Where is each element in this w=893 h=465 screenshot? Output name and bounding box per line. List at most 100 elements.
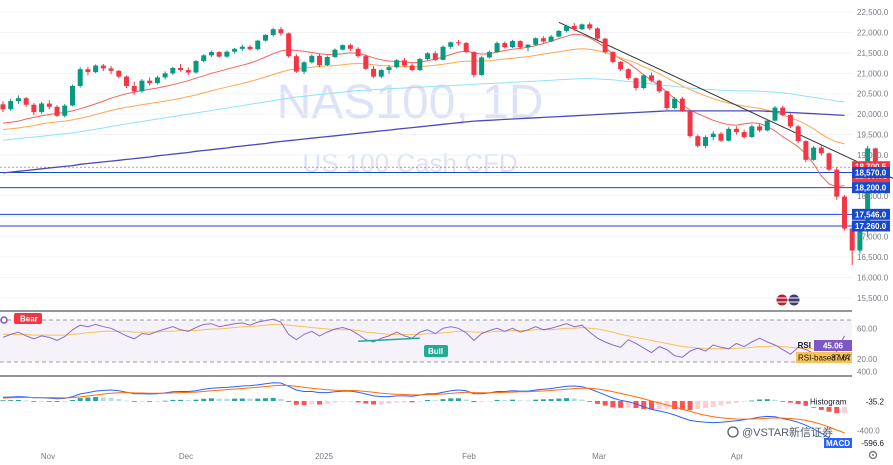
histogram-bar [100, 397, 106, 401]
histogram-bar [394, 401, 400, 403]
price-grid [0, 11, 852, 299]
histogram-bar [564, 398, 570, 401]
candle-body [100, 65, 106, 69]
candle-body [517, 41, 523, 48]
candle-body [278, 29, 284, 34]
histogram-bar [255, 398, 261, 401]
histogram-bar [293, 401, 299, 405]
histogram-bar [378, 401, 384, 405]
candle-body [803, 141, 809, 160]
candle-body [239, 46, 245, 49]
time-tick-label: Mar [592, 452, 606, 461]
histogram-bar [301, 401, 307, 406]
candle-body [594, 28, 600, 39]
candle-body [525, 44, 531, 48]
histogram-bar [502, 400, 508, 401]
histogram-bar [602, 401, 608, 406]
candle-body [85, 69, 91, 73]
level-tag-bg [852, 208, 890, 220]
histogram-bar [270, 397, 276, 401]
candle-body [448, 42, 454, 47]
histogram-bar [533, 399, 539, 401]
candle-body [695, 136, 701, 146]
histogram-value: -35.2 [866, 398, 885, 407]
histogram-bar [618, 401, 624, 408]
histogram-bar [324, 401, 330, 404]
candle-body [371, 68, 377, 77]
candle-body [216, 52, 222, 57]
histogram-bar [401, 401, 407, 403]
histogram-bar [409, 401, 415, 403]
histogram-bar [309, 401, 315, 405]
us-flag-icon[interactable] [776, 294, 800, 306]
histogram-bar [108, 397, 114, 401]
candle-body [116, 70, 122, 77]
candle-body [286, 33, 292, 57]
candle-body [0, 104, 6, 110]
candle-body [154, 77, 160, 84]
macd-tick-label: -400.0 [857, 426, 880, 435]
rsi-settings-icon[interactable] [0, 316, 8, 324]
candle-body [533, 38, 539, 45]
histogram-bar [656, 401, 662, 409]
histogram-bar [780, 401, 786, 402]
price-tick-label: 16,000.0 [857, 273, 889, 282]
candle-body [77, 69, 83, 86]
watermark-description: US 100 Cash CFD [302, 148, 517, 178]
time-axis[interactable]: Nov Dec 2025 Feb Mar Apr [41, 452, 744, 461]
candle-body [417, 59, 423, 71]
rsi-tick-label: 60.00 [857, 324, 878, 333]
time-tick-label: Nov [41, 452, 55, 461]
candle-body [687, 110, 693, 137]
histogram-bar [224, 398, 230, 401]
histogram-bar [332, 401, 338, 403]
candle-body [46, 103, 52, 107]
candles [0, 22, 878, 266]
candle-body [772, 107, 778, 121]
histogram-bar [610, 401, 616, 408]
histogram-bar [741, 401, 747, 402]
macd-value: -596.6 [861, 439, 884, 448]
candle-body [787, 114, 793, 127]
gear-icon[interactable] [868, 450, 878, 460]
brand-watermark: @VSTAR新信证券 [727, 425, 833, 439]
ma-line-3 [2, 110, 845, 174]
histogram-bar [262, 398, 268, 401]
histogram-bar [455, 398, 461, 401]
price-tick-label: 17,000.0 [857, 233, 889, 242]
candle-body [841, 196, 847, 229]
histogram-bar [479, 401, 485, 402]
candle-body [340, 45, 346, 50]
candle-body [757, 126, 763, 131]
price-tick-label: 21,000.0 [857, 69, 889, 78]
rsi-tick-label: 20.00 [857, 355, 878, 364]
histogram-bar [679, 401, 685, 410]
candle-body [62, 105, 68, 116]
histogram-bar [116, 398, 122, 401]
price-tick-label: 21,500.0 [857, 49, 889, 58]
rsi-ma-line [3, 323, 845, 351]
histogram-bar [432, 400, 438, 401]
histogram-bar [193, 399, 199, 401]
histogram-bar [718, 401, 724, 406]
level-tag: 18,570.0 [855, 169, 887, 178]
histogram-bar [340, 401, 346, 402]
candle-body [749, 126, 755, 137]
price-tick-label: 15,500.0 [857, 294, 889, 303]
candle-body [262, 34, 268, 41]
candle-body [332, 49, 338, 57]
histogram-bar [31, 401, 37, 402]
candle-body [818, 147, 824, 154]
price-tick-label: 20,000.0 [857, 110, 889, 119]
trendline-layer[interactable] [558, 21, 893, 179]
candle-body [672, 98, 678, 109]
rsi-ma-label: RSI-based MA [798, 354, 851, 363]
histogram-bar [77, 398, 83, 401]
time-tick-label: Dec [179, 452, 193, 461]
candle-body [409, 65, 415, 71]
rsi-bear-label: Bear [14, 313, 42, 324]
histogram-bar [548, 399, 554, 401]
histogram-bar [633, 401, 639, 409]
candle-body [471, 52, 477, 75]
